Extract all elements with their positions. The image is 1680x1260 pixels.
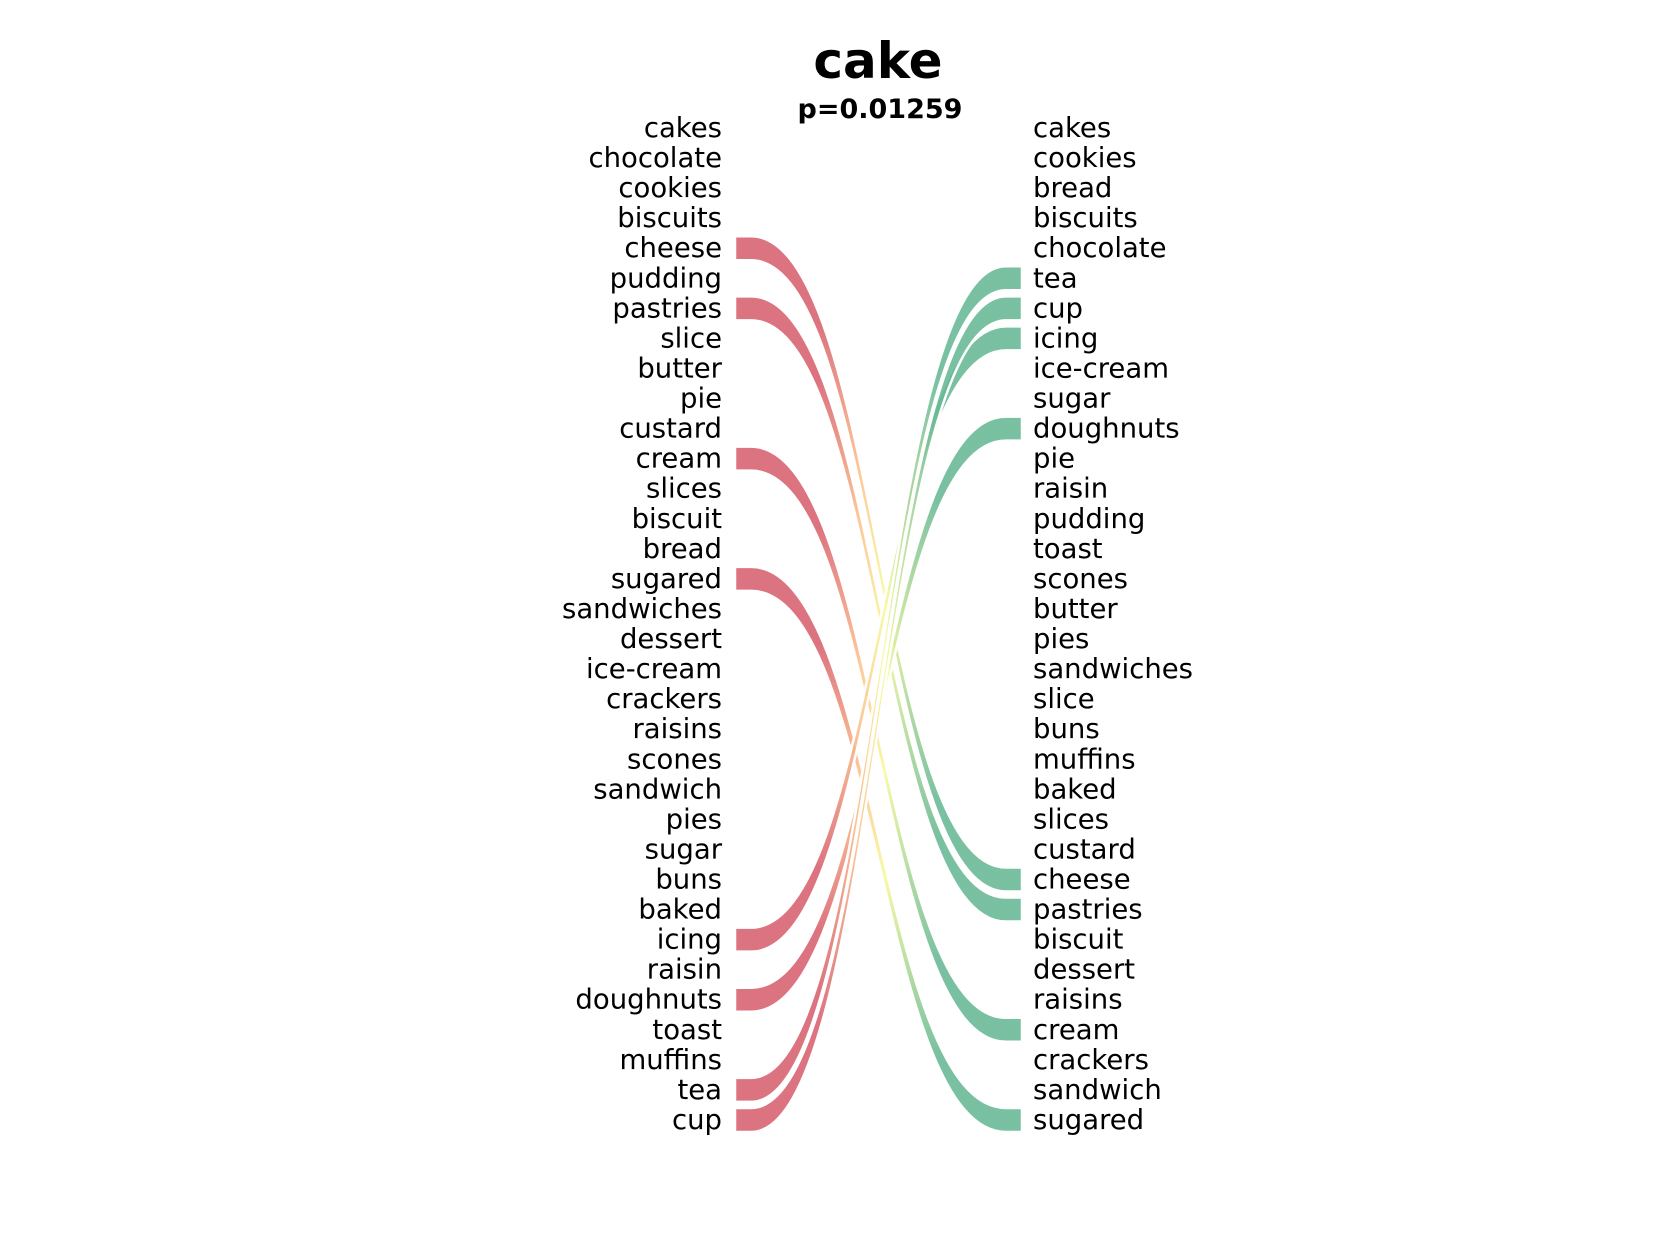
link-icing bbox=[733, 325, 1024, 953]
right-label-pies: pies bbox=[1033, 623, 1089, 655]
right-label-pastries: pastries bbox=[1033, 894, 1143, 926]
left-labels: cakeschocolatecookiesbiscuitscheesepuddi… bbox=[562, 112, 723, 1136]
left-label-cup: cup bbox=[672, 1104, 722, 1136]
right-label-biscuit: biscuit bbox=[1033, 924, 1124, 956]
link-sugared bbox=[733, 565, 1024, 1134]
left-label-muffins: muffins bbox=[619, 1044, 722, 1076]
left-label-biscuits: biscuits bbox=[617, 202, 722, 234]
left-label-tea: tea bbox=[677, 1074, 722, 1106]
right-label-pie: pie bbox=[1033, 443, 1075, 475]
right-label-cheese: cheese bbox=[1033, 864, 1131, 896]
left-label-raisins: raisins bbox=[632, 713, 722, 745]
left-label-cheese: cheese bbox=[624, 232, 722, 264]
right-label-biscuits: biscuits bbox=[1033, 202, 1138, 234]
left-label-slices: slices bbox=[646, 473, 722, 505]
left-label-crackers: crackers bbox=[606, 683, 722, 715]
left-label-pie: pie bbox=[680, 383, 722, 415]
left-label-scones: scones bbox=[627, 743, 722, 775]
right-label-butter: butter bbox=[1033, 593, 1118, 625]
link-tea bbox=[733, 265, 1024, 1104]
left-label-sugar: sugar bbox=[645, 833, 723, 865]
right-label-icing: icing bbox=[1033, 322, 1098, 354]
left-label-ice-cream: ice-cream bbox=[586, 653, 722, 685]
link-pastries bbox=[733, 295, 1024, 923]
right-label-chocolate: chocolate bbox=[1033, 232, 1167, 264]
left-label-sandwich: sandwich bbox=[593, 773, 722, 805]
right-label-custard: custard bbox=[1033, 833, 1136, 865]
link-cheese bbox=[733, 234, 1024, 893]
left-label-toast: toast bbox=[652, 1014, 722, 1046]
right-label-buns: buns bbox=[1033, 713, 1100, 745]
right-label-raisins: raisins bbox=[1033, 984, 1123, 1016]
chart-subtitle: p=0.01259 bbox=[798, 94, 963, 125]
right-label-raisin: raisin bbox=[1033, 473, 1108, 505]
left-label-buns: buns bbox=[655, 864, 722, 896]
left-label-sugared: sugared bbox=[611, 563, 722, 595]
left-label-pastries: pastries bbox=[612, 292, 722, 324]
left-label-cookies: cookies bbox=[618, 172, 722, 204]
right-label-cookies: cookies bbox=[1033, 142, 1137, 174]
link-cream bbox=[733, 445, 1024, 1044]
left-label-cakes: cakes bbox=[644, 112, 722, 144]
right-label-bread: bread bbox=[1033, 172, 1112, 204]
right-label-tea: tea bbox=[1033, 262, 1078, 294]
right-label-cup: cup bbox=[1033, 292, 1083, 324]
right-label-cakes: cakes bbox=[1033, 112, 1111, 144]
link-cup bbox=[733, 295, 1024, 1134]
left-label-cream: cream bbox=[636, 443, 722, 475]
right-labels: cakescookiesbreadbiscuitschocolateteacup… bbox=[1033, 112, 1193, 1136]
right-label-sandwich: sandwich bbox=[1033, 1074, 1162, 1106]
right-label-muffins: muffins bbox=[1033, 743, 1136, 775]
links-layer bbox=[733, 234, 1024, 1134]
right-label-dessert: dessert bbox=[1033, 954, 1135, 986]
right-label-slice: slice bbox=[1033, 683, 1095, 715]
right-label-sandwiches: sandwiches bbox=[1033, 653, 1193, 685]
right-label-pudding: pudding bbox=[1033, 503, 1145, 535]
left-label-biscuit: biscuit bbox=[632, 503, 723, 535]
right-label-doughnuts: doughnuts bbox=[1033, 413, 1180, 445]
right-label-crackers: crackers bbox=[1033, 1044, 1149, 1076]
chart-title: cake bbox=[813, 32, 942, 90]
right-label-cream: cream bbox=[1033, 1014, 1119, 1046]
right-label-toast: toast bbox=[1033, 533, 1103, 565]
left-label-icing: icing bbox=[657, 924, 722, 956]
left-label-pudding: pudding bbox=[610, 262, 722, 294]
left-label-slice: slice bbox=[660, 322, 722, 354]
left-label-raisin: raisin bbox=[647, 954, 722, 986]
left-label-chocolate: chocolate bbox=[588, 142, 722, 174]
left-label-dessert: dessert bbox=[620, 623, 722, 655]
right-label-baked: baked bbox=[1033, 773, 1117, 805]
left-label-butter: butter bbox=[637, 352, 722, 384]
right-label-sugared: sugared bbox=[1033, 1104, 1144, 1136]
left-label-sandwiches: sandwiches bbox=[562, 593, 722, 625]
left-label-custard: custard bbox=[619, 413, 722, 445]
right-label-slices: slices bbox=[1033, 803, 1109, 835]
left-label-bread: bread bbox=[643, 533, 722, 565]
left-label-pies: pies bbox=[666, 803, 722, 835]
right-label-scones: scones bbox=[1033, 563, 1128, 595]
left-label-baked: baked bbox=[638, 894, 722, 926]
right-label-ice-cream: ice-cream bbox=[1033, 352, 1169, 384]
right-label-sugar: sugar bbox=[1033, 383, 1111, 415]
left-label-doughnuts: doughnuts bbox=[575, 984, 722, 1016]
